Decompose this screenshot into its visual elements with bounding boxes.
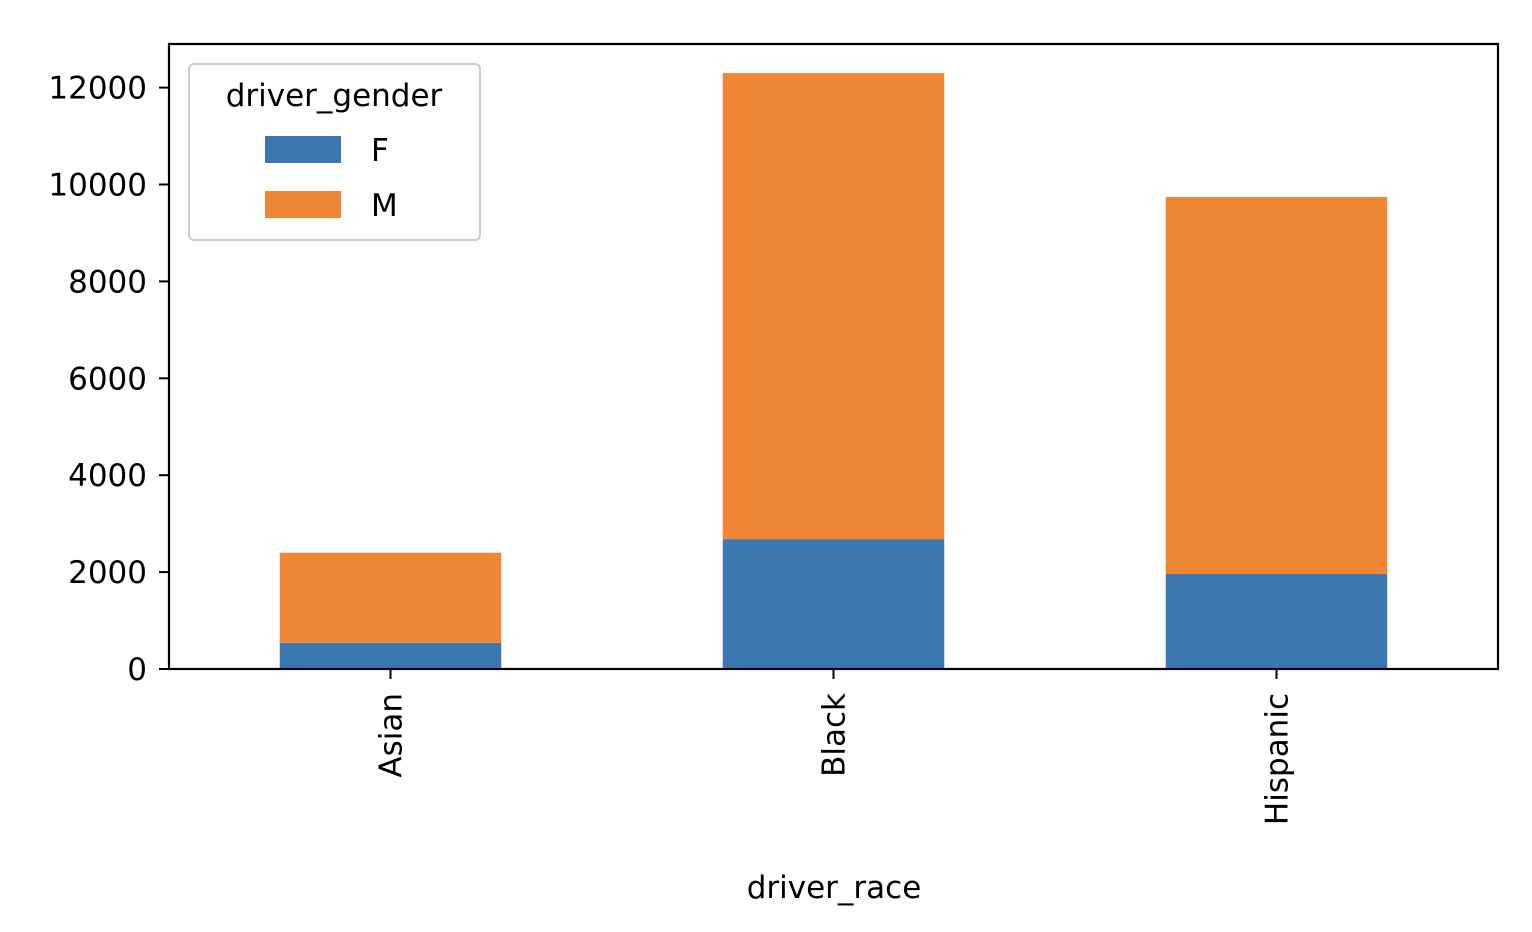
y-tick-label: 8000 (68, 264, 147, 300)
y-tick-label: 0 (127, 652, 147, 688)
legend-swatch-f (265, 136, 341, 163)
legend-label-f: F (371, 133, 389, 169)
bars-group (279, 73, 1388, 669)
y-tick-label: 6000 (68, 361, 147, 397)
legend-swatch-m (265, 191, 341, 218)
x-tick-label-black: Black (817, 693, 853, 777)
y-tick-label: 4000 (68, 458, 147, 494)
legend-title: driver_gender (226, 78, 443, 114)
legend: driver_gender F M (188, 63, 481, 241)
y-tick-label: 10000 (48, 168, 147, 204)
y-tick-label: 12000 (48, 71, 147, 107)
bar-hispanic-f (1165, 574, 1388, 669)
bar-asian-m (279, 552, 502, 643)
legend-label-m: M (371, 188, 398, 224)
x-tick-label-asian: Asian (374, 693, 410, 778)
bar-asian-f (279, 642, 502, 669)
bar-black-m (722, 73, 945, 540)
x-axis: Asian Black Hispanic (374, 669, 1296, 825)
y-axis: 0 2000 4000 6000 8000 10000 12000 (48, 71, 169, 688)
bar-black-f (722, 539, 945, 669)
x-axis-label: driver_race (747, 870, 922, 906)
y-tick-label: 2000 (68, 555, 147, 591)
bar-hispanic-m (1165, 197, 1388, 575)
x-tick-label-hispanic: Hispanic (1260, 693, 1296, 825)
